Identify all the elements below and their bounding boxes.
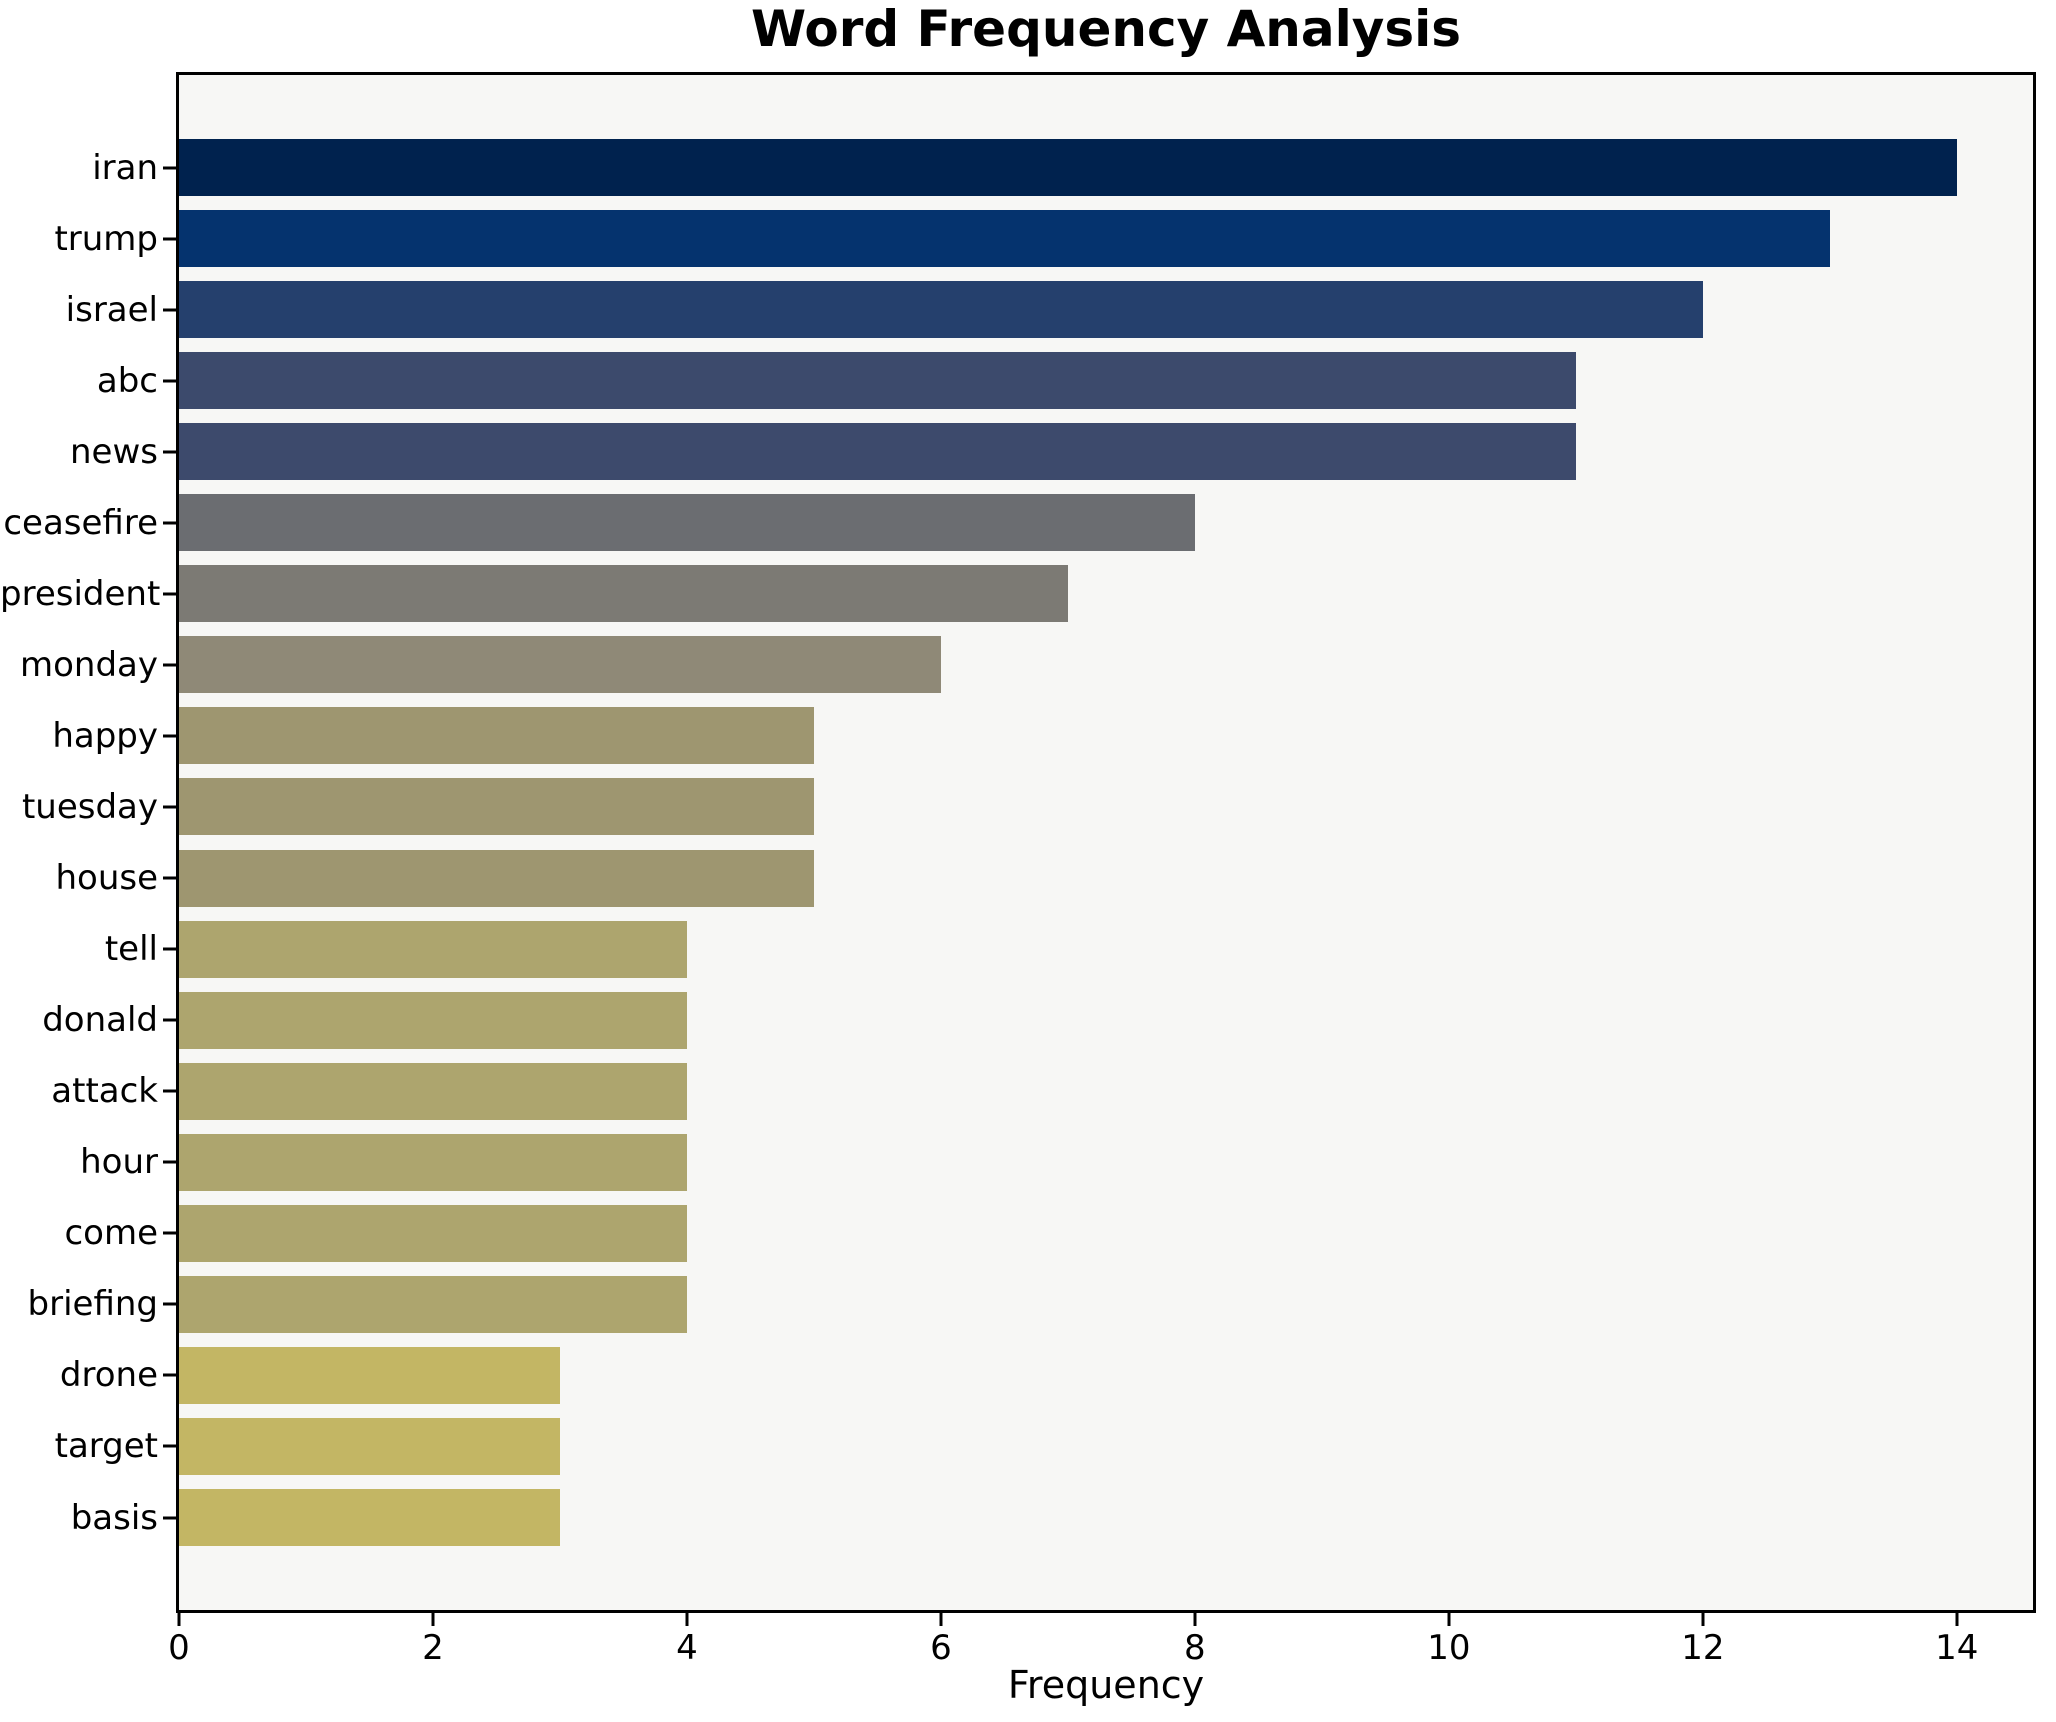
y-tick <box>163 734 176 738</box>
bar-israel <box>179 281 1703 339</box>
x-tick <box>939 1613 943 1626</box>
y-tick <box>163 1373 176 1377</box>
y-tick-label-basis: basis <box>70 1497 158 1538</box>
bar-house <box>179 849 814 907</box>
y-tick-label-target: target <box>54 1426 158 1467</box>
bar-news <box>179 423 1576 481</box>
y-tick <box>163 947 176 951</box>
x-tick <box>431 1613 435 1626</box>
y-tick-label-president: president <box>0 573 161 614</box>
y-tick-label-tuesday: tuesday <box>21 786 158 827</box>
y-tick-label-come: come <box>64 1213 158 1254</box>
y-tick-label-trump: trump <box>54 218 158 259</box>
y-tick <box>163 1089 176 1093</box>
bar-attack <box>179 1062 687 1120</box>
y-tick <box>163 805 176 809</box>
x-tick-label-2: 2 <box>422 1628 444 1668</box>
chart-title: Word Frequency Analysis <box>750 0 1462 58</box>
y-tick <box>163 1516 176 1519</box>
y-tick <box>163 663 176 667</box>
x-tick-label-10: 10 <box>1427 1628 1471 1668</box>
y-tick-label-house: house <box>55 858 158 899</box>
y-tick <box>163 450 176 454</box>
y-tick-label-tell: tell <box>104 929 158 970</box>
y-tick-label-happy: happy <box>52 715 158 756</box>
y-tick-label-briefing: briefing <box>27 1284 158 1325</box>
bar-monday <box>179 636 941 694</box>
y-tick-label-abc: abc <box>96 360 158 401</box>
y-tick-label-israel: israel <box>65 289 158 330</box>
x-tick-label-14: 14 <box>1935 1628 1979 1668</box>
x-axis-label: Frequency <box>1007 1663 1205 1707</box>
x-tick <box>1955 1613 1959 1626</box>
bar-basis <box>179 1489 560 1546</box>
bar-trump <box>179 210 1830 268</box>
y-tick <box>163 876 176 880</box>
bar-ceasefire <box>179 494 1195 552</box>
y-tick <box>163 1302 176 1306</box>
x-tick-label-8: 8 <box>1184 1628 1206 1668</box>
y-tick-label-attack: attack <box>51 1071 158 1112</box>
x-tick-label-12: 12 <box>1681 1628 1725 1668</box>
y-tick-label-hour: hour <box>80 1142 158 1183</box>
bar-tuesday <box>179 778 814 836</box>
y-tick-label-monday: monday <box>19 644 158 685</box>
y-tick-label-news: news <box>70 431 158 472</box>
bar-come <box>179 1204 687 1262</box>
bar-tell <box>179 920 687 978</box>
x-tick-label-0: 0 <box>168 1628 190 1668</box>
bar-president <box>179 565 1068 623</box>
y-tick <box>163 1231 176 1235</box>
x-tick <box>1447 1613 1451 1626</box>
y-tick <box>163 1018 176 1022</box>
y-tick <box>163 1444 176 1448</box>
bar-briefing <box>179 1275 687 1333</box>
bar-target <box>179 1417 560 1475</box>
bar-drone <box>179 1346 560 1404</box>
y-tick <box>163 592 176 596</box>
y-tick <box>163 379 176 383</box>
y-tick <box>163 308 176 312</box>
x-tick <box>1193 1613 1197 1626</box>
x-tick <box>685 1613 689 1626</box>
bar-iran <box>179 139 1957 196</box>
y-tick-label-ceasefire: ceasefire <box>3 502 158 543</box>
y-tick <box>163 1160 176 1164</box>
x-tick-label-6: 6 <box>930 1628 952 1668</box>
x-tick <box>177 1613 181 1626</box>
bar-hour <box>179 1133 687 1191</box>
y-tick-label-donald: donald <box>42 1000 158 1041</box>
y-tick-label-drone: drone <box>59 1355 158 1396</box>
y-tick-label-iran: iran <box>92 147 158 188</box>
x-tick <box>1701 1613 1705 1626</box>
bar-happy <box>179 707 814 765</box>
y-tick <box>163 166 176 169</box>
bar-abc <box>179 352 1576 410</box>
y-tick <box>163 521 176 525</box>
x-tick-label-4: 4 <box>676 1628 698 1668</box>
plot-area <box>176 72 2036 1613</box>
bar-donald <box>179 991 687 1049</box>
y-tick <box>163 237 176 241</box>
